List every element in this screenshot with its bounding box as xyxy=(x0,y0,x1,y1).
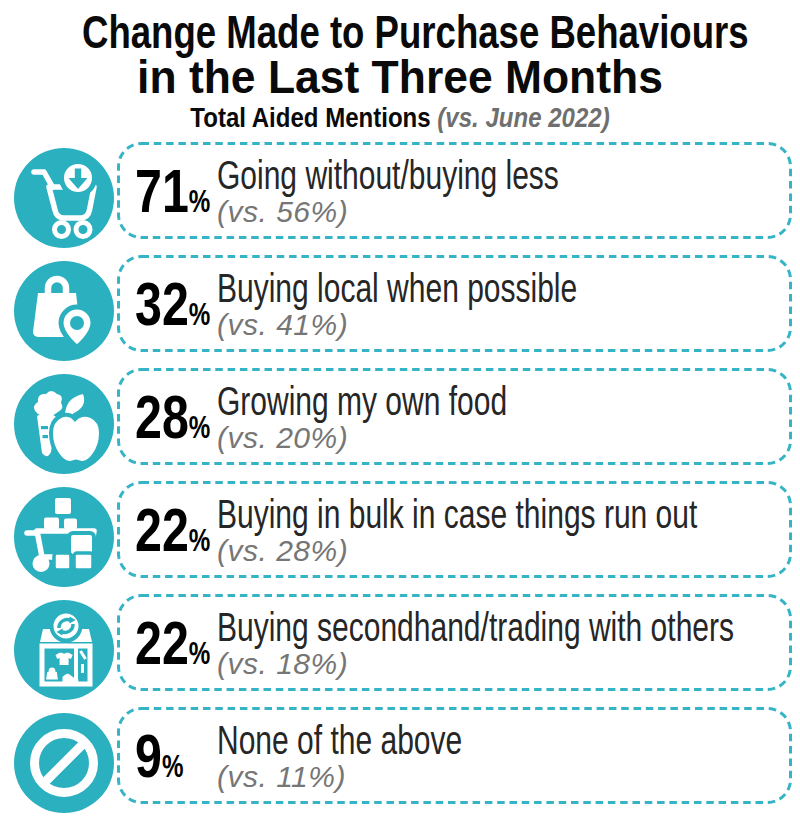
stat-label: None of the above xyxy=(217,720,462,760)
subtitle-comparison: (vs. June 2022) xyxy=(431,103,610,133)
stat-label: Growing my own food xyxy=(217,381,507,421)
title-line1: Change Made to Purchase Behaviours xyxy=(82,10,718,55)
stat-card: 22% Buying secondhand/trading with other… xyxy=(117,594,792,691)
title-line2: in the Last Three Months xyxy=(14,55,787,100)
stat-card: 22% Buying in bulk in case things run ou… xyxy=(117,481,792,578)
stat-label: Buying local when possible xyxy=(217,268,577,308)
row-buying-local: 32% Buying local when possible (vs. 41%) xyxy=(0,255,800,352)
stat-label: Buying secondhand/trading with others xyxy=(217,607,734,647)
stat-label: Buying in bulk in case things run out xyxy=(217,494,697,534)
stat-card: 71% Going without/buying less (vs. 56%) xyxy=(117,142,792,239)
subtitle-bold: Total Aided Mentions xyxy=(190,103,430,133)
cart-download-icon xyxy=(14,148,114,248)
page-title: Change Made to Purchase Behaviours in th… xyxy=(0,10,800,100)
prohibition-icon xyxy=(14,713,114,813)
shopping-bag-location-icon xyxy=(14,261,114,361)
stat-value: 22% xyxy=(135,607,217,678)
stat-value: 32% xyxy=(135,268,217,339)
stat-value: 71% xyxy=(135,155,217,226)
bulk-cart-boxes-icon xyxy=(14,487,114,587)
row-buying-secondhand: 22% Buying secondhand/trading with other… xyxy=(0,594,800,691)
stat-label: Going without/buying less xyxy=(217,155,559,195)
row-none-above: 9% None of the above (vs. 11%) xyxy=(0,707,800,804)
page-subtitle: Total Aided Mentions (vs. June 2022) xyxy=(44,103,756,134)
behaviour-rows: 71% Going without/buying less (vs. 56%) … xyxy=(0,142,800,804)
stat-value: 28% xyxy=(135,381,217,452)
secondhand-store-icon xyxy=(14,600,114,700)
stat-value: 22% xyxy=(135,494,217,565)
stat-card: 28% Growing my own food (vs. 20%) xyxy=(117,368,792,465)
row-going-without: 71% Going without/buying less (vs. 56%) xyxy=(0,142,800,239)
row-growing-food: 28% Growing my own food (vs. 20%) xyxy=(0,368,800,465)
stat-card: 9% None of the above (vs. 11%) xyxy=(117,707,792,804)
infographic-page: Change Made to Purchase Behaviours in th… xyxy=(0,0,800,816)
stat-card: 32% Buying local when possible (vs. 41%) xyxy=(117,255,792,352)
row-buying-bulk: 22% Buying in bulk in case things run ou… xyxy=(0,481,800,578)
produce-carrot-apple-icon xyxy=(14,374,114,474)
